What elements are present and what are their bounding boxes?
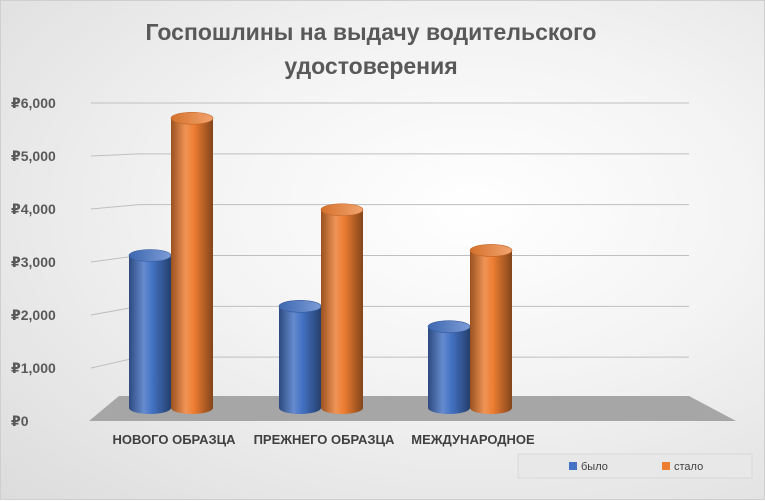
- legend-swatch-стало: [662, 462, 670, 470]
- chart-floor: [89, 396, 736, 421]
- y-tick-label: ₽0: [11, 413, 29, 429]
- gridline: [90, 153, 689, 157]
- x-tick-label: НОВОГО ОБРАЗЦА: [113, 432, 237, 447]
- legend-label-стало: стало: [674, 461, 703, 473]
- y-tick-label: ₽3,000: [11, 254, 56, 270]
- y-tick-label: ₽4,000: [11, 201, 56, 217]
- bar-top: [278, 300, 322, 313]
- bar-body: [321, 209, 363, 414]
- bar-body: [470, 250, 512, 414]
- chart-title: Госпошлины на выдачу водительского удост…: [145, 19, 597, 79]
- bar-стало: [320, 203, 364, 414]
- legend: было стало: [517, 453, 753, 479]
- y-tick-label: ₽2,000: [11, 307, 56, 323]
- bar-top: [128, 249, 172, 262]
- gridline: [90, 204, 689, 210]
- y-tick-label: ₽5,000: [11, 148, 56, 164]
- bar-body: [129, 255, 171, 414]
- bar-top: [170, 111, 214, 125]
- bar-body: [279, 306, 321, 414]
- legend-label-было: было: [581, 461, 608, 473]
- bar-body: [171, 118, 213, 414]
- bar-top: [427, 320, 471, 333]
- bar-top: [469, 244, 513, 257]
- bar-body: [428, 326, 470, 414]
- legend-box: [517, 453, 753, 479]
- bar-стало: [469, 244, 513, 414]
- x-tick-label: ПРЕЖНЕГО ОБРАЗЦА: [254, 432, 395, 447]
- bar-было: [128, 249, 172, 414]
- bar-стало: [170, 111, 214, 414]
- y-tick-label: ₽1,000: [11, 360, 56, 376]
- bar-было: [427, 320, 471, 414]
- bar-top: [320, 203, 364, 217]
- y-tick-label: ₽6,000: [11, 95, 56, 111]
- bar-было: [278, 300, 322, 414]
- legend-swatch-было: [569, 462, 577, 470]
- x-tick-label: МЕЖДУНАРОДНОЕ: [411, 432, 535, 447]
